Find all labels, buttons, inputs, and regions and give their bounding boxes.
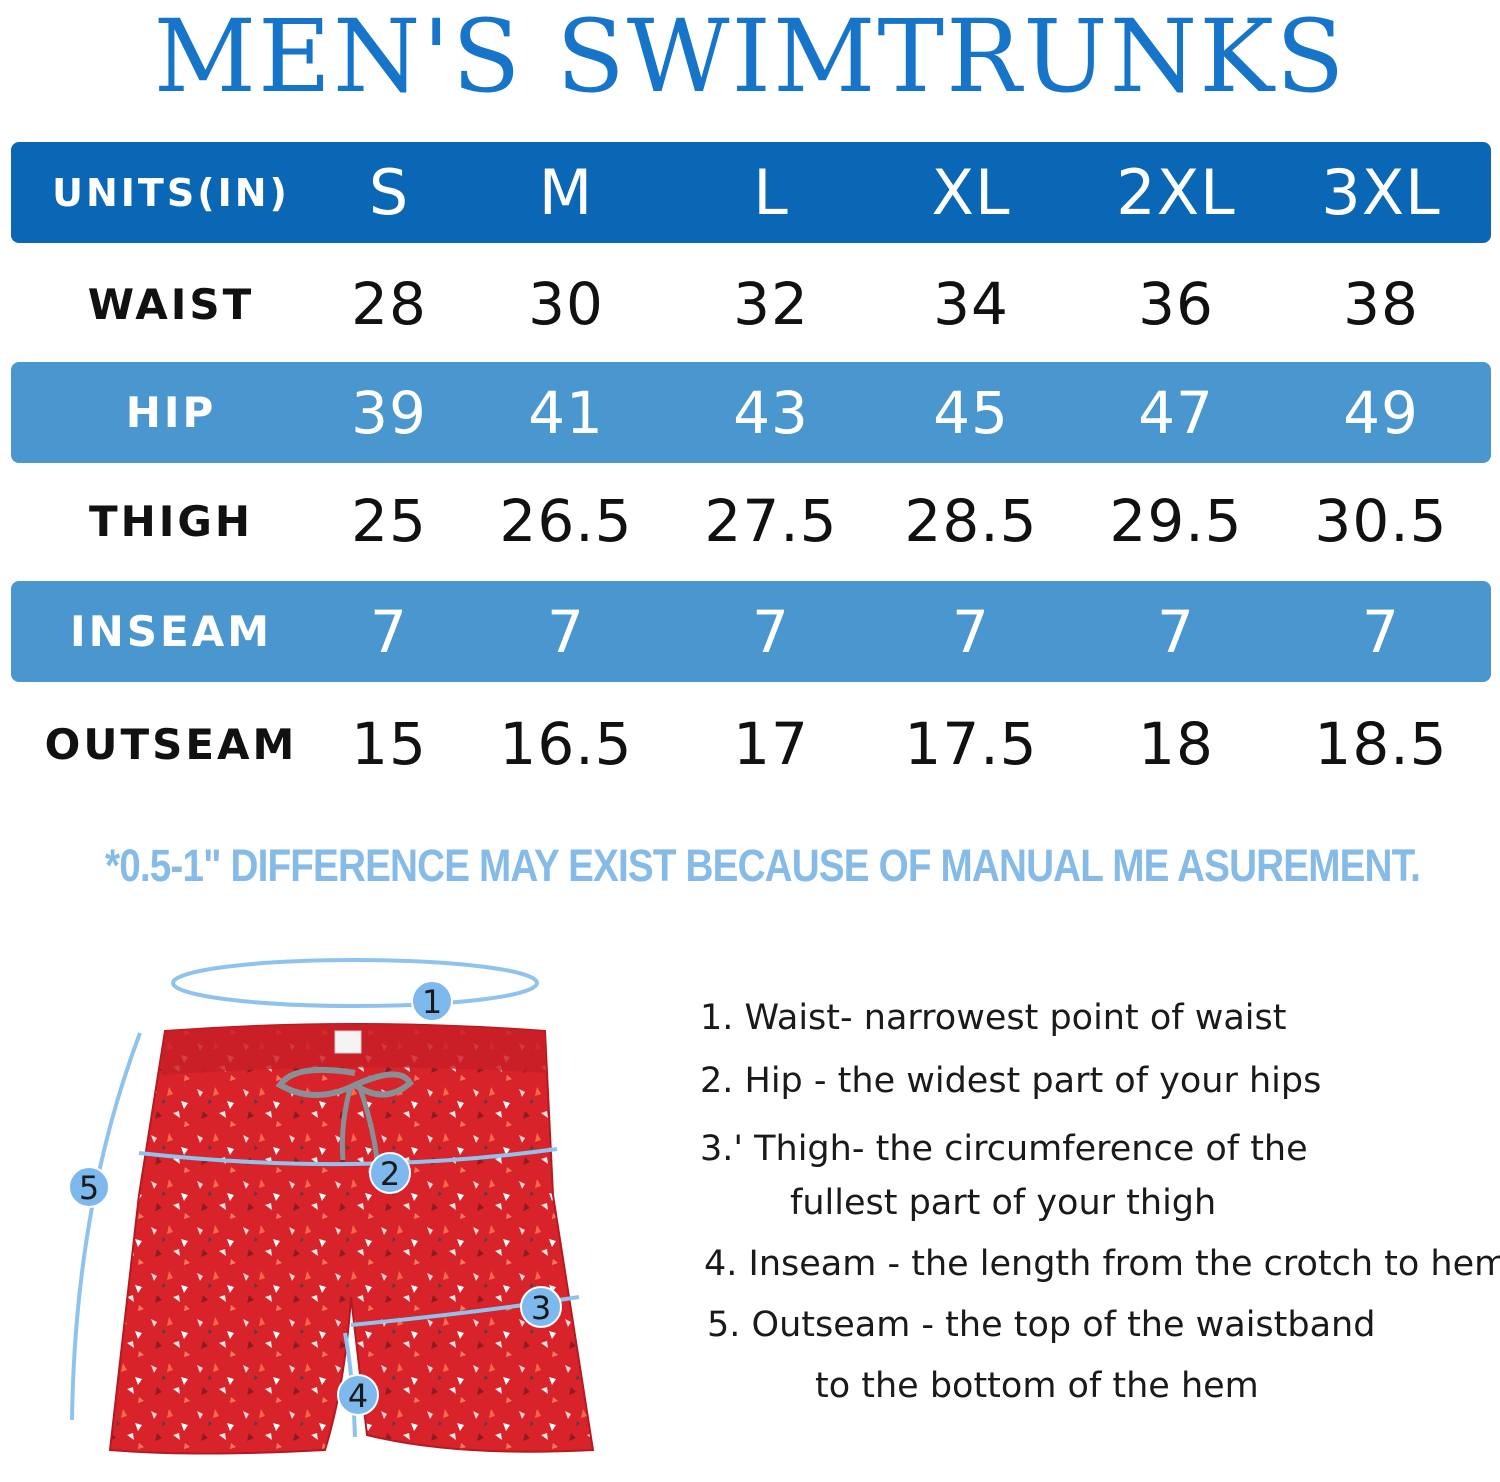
hip-line bbox=[138, 1147, 558, 1167]
table-cell: 26.5 bbox=[499, 487, 633, 555]
table-cell: 34 bbox=[933, 270, 1009, 338]
svg-text:3: 3 bbox=[531, 1289, 551, 1327]
row-label: HIP bbox=[125, 388, 217, 437]
size-2xl: 2XL bbox=[1116, 156, 1236, 229]
table-cell: 28.5 bbox=[904, 487, 1038, 555]
table-cell: 38 bbox=[1343, 270, 1419, 338]
marker-3: 3 bbox=[520, 1286, 562, 1328]
size-s: S bbox=[368, 156, 410, 229]
guide-item-outseam-cont: to the bottom of the hem bbox=[815, 1366, 1259, 1406]
row-label: THIGH bbox=[88, 496, 254, 546]
measurement-note: *0.5-1" DIFFERENCE MAY EXIST BECAUSE OF … bbox=[105, 840, 1421, 891]
table-cell: 25 bbox=[351, 487, 427, 555]
table-cell: 43 bbox=[733, 378, 809, 447]
marker-4: 4 bbox=[337, 1374, 379, 1416]
table-cell: 7 bbox=[547, 597, 585, 666]
marker-5: 5 bbox=[68, 1166, 110, 1208]
marker-1: 1 bbox=[411, 980, 453, 1022]
table-cell: 16.5 bbox=[499, 710, 633, 778]
table-cell: 30 bbox=[528, 270, 604, 338]
table-row-inseam: INSEAM 7 7 7 7 7 7 bbox=[11, 581, 1491, 682]
table-row-outseam: OUTSEAM 15 16.5 17 17.5 18 18.5 bbox=[11, 690, 1491, 798]
page-title: MEN'S SWIMTRUNKS bbox=[153, 0, 1347, 115]
table-cell: 27.5 bbox=[704, 487, 838, 555]
table-cell: 18 bbox=[1138, 710, 1214, 778]
row-label: OUTSEAM bbox=[44, 719, 298, 769]
label-tag bbox=[334, 1030, 362, 1054]
table-cell: 15 bbox=[351, 710, 427, 778]
table-cell: 47 bbox=[1138, 378, 1214, 447]
guide-item-outseam: 5. Outseam - the top of the waistband bbox=[707, 1305, 1376, 1345]
row-label: WAIST bbox=[87, 279, 255, 329]
table-row-hip: HIP 39 41 43 45 47 49 bbox=[11, 362, 1491, 463]
table-cell: 30.5 bbox=[1314, 487, 1448, 555]
table-cell: 7 bbox=[1157, 597, 1195, 666]
svg-text:4: 4 bbox=[348, 1377, 368, 1415]
table-cell: 18.5 bbox=[1314, 710, 1448, 778]
table-cell: 36 bbox=[1138, 270, 1214, 338]
svg-text:1: 1 bbox=[422, 983, 442, 1021]
table-cell: 7 bbox=[370, 597, 408, 666]
waist-ring bbox=[171, 958, 539, 1008]
size-m: M bbox=[538, 156, 594, 229]
table-row-thigh: THIGH 25 26.5 27.5 28.5 29.5 30.5 bbox=[11, 468, 1491, 574]
outseam-line bbox=[70, 1032, 142, 1421]
table-cell: 17.5 bbox=[904, 710, 1038, 778]
table-cell: 7 bbox=[952, 597, 990, 666]
table-cell: 17 bbox=[733, 710, 809, 778]
row-label: INSEAM bbox=[69, 607, 273, 656]
svg-text:5: 5 bbox=[79, 1169, 99, 1207]
guide-item-hip: 2. Hip - the widest part of your hips bbox=[700, 1061, 1322, 1101]
table-cell: 45 bbox=[933, 378, 1009, 447]
guide-item-inseam: 4. Inseam - the length from the crotch t… bbox=[704, 1244, 1500, 1284]
table-cell: 39 bbox=[351, 378, 427, 447]
size-3xl: 3XL bbox=[1321, 156, 1441, 229]
size-header-row: UNITS(IN) S M L XL 2XL 3XL bbox=[11, 142, 1491, 243]
size-xl: XL bbox=[931, 156, 1011, 229]
swim-shorts-illustration: 1 2 3 4 5 bbox=[68, 958, 595, 1455]
table-cell: 7 bbox=[1362, 597, 1400, 666]
table-cell: 41 bbox=[528, 378, 604, 447]
guide-item-waist: 1. Waist- narrowest point of waist bbox=[700, 998, 1287, 1038]
table-cell: 32 bbox=[733, 270, 809, 338]
table-row-waist: WAIST 28 30 32 34 36 38 bbox=[11, 250, 1491, 358]
units-label: UNITS(IN) bbox=[52, 170, 290, 215]
table-cell: 29.5 bbox=[1109, 487, 1243, 555]
table-cell: 7 bbox=[752, 597, 790, 666]
marker-2: 2 bbox=[369, 1152, 411, 1194]
guide-item-thigh: 3.' Thigh- the circumference of the bbox=[700, 1129, 1308, 1169]
size-l: L bbox=[753, 156, 789, 229]
svg-text:2: 2 bbox=[380, 1155, 400, 1193]
guide-item-thigh-cont: fullest part of your thigh bbox=[790, 1183, 1217, 1223]
drawstring bbox=[275, 1066, 414, 1098]
table-cell: 28 bbox=[351, 270, 427, 338]
table-cell: 49 bbox=[1343, 378, 1419, 447]
